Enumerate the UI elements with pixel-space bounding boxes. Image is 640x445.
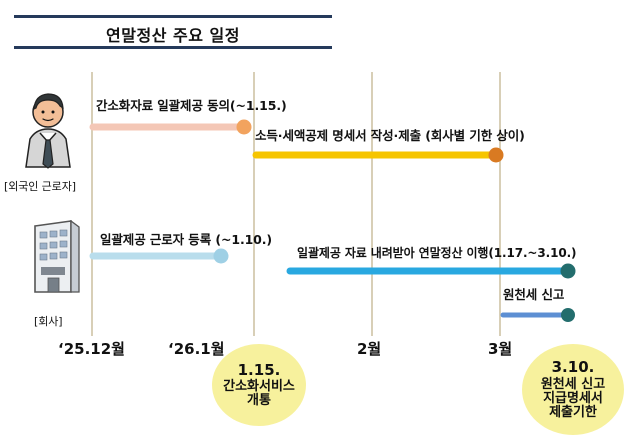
company-window bbox=[49, 241, 58, 249]
company-window bbox=[59, 251, 68, 259]
highlight-text-line: 간소화서비스 bbox=[223, 379, 295, 395]
event-label-register: 일괄제공 근로자 등록 (~1.10.) bbox=[100, 232, 273, 247]
company-window bbox=[59, 240, 68, 248]
company-dot-settlement-end bbox=[560, 263, 576, 279]
highlight-text-line: 제출기한 bbox=[549, 404, 597, 420]
company-icon-side bbox=[70, 220, 80, 293]
month-label-jan: ‘26.1월 bbox=[168, 340, 225, 358]
company-icon-sign bbox=[41, 267, 65, 275]
worker-dot-consent-end bbox=[236, 119, 252, 135]
company-window bbox=[49, 230, 58, 238]
worker-icon-tie bbox=[42, 139, 54, 169]
company-window bbox=[49, 252, 58, 260]
worker-icon-mouth bbox=[42, 118, 54, 122]
month-label-dec: ‘25.12월 bbox=[58, 340, 125, 358]
company-icon bbox=[34, 220, 80, 293]
month-label-feb: 2월 bbox=[357, 340, 382, 358]
worker-icon-hair bbox=[33, 93, 64, 111]
highlight-text-line: 개통 bbox=[247, 393, 271, 409]
company-label: [회사] bbox=[34, 315, 63, 328]
month-label-mar: 3월 bbox=[488, 340, 513, 358]
event-label-withholding: 원천세 신고 bbox=[503, 287, 565, 302]
title-top-rule bbox=[14, 15, 332, 18]
company-window bbox=[39, 253, 48, 261]
company-dot-register-end bbox=[213, 248, 229, 264]
highlight-date: 3.10. bbox=[551, 358, 595, 377]
page-title: 연말정산 주요 일정 bbox=[106, 26, 240, 45]
company-dot-withholding-end bbox=[561, 308, 575, 322]
highlight-text-line: 지급명세서 bbox=[543, 390, 603, 406]
company-icon-windows bbox=[39, 229, 68, 261]
event-label-settlement: 일괄제공 자료 내려받아 연말정산 이행(1.17.~3.10.) bbox=[297, 246, 577, 260]
highlight-bubble-content: 1.15. 간소화서비스 개통 bbox=[223, 362, 295, 408]
company-window bbox=[59, 229, 68, 237]
event-label-deduction: 소득·세액공제 명세서 작성·제출 (회사별 기한 상이) bbox=[255, 128, 525, 143]
event-label-consent: 간소화자료 일괄제공 동의(~1.15.) bbox=[96, 98, 287, 113]
worker-dot-deduction-end bbox=[488, 147, 504, 163]
worker-label: [외국인 근로자] bbox=[4, 180, 76, 193]
highlight-date: 1.15. bbox=[237, 360, 281, 379]
highlight-bubble-jan: 1.15. 간소화서비스 개통 bbox=[212, 344, 306, 426]
company-window bbox=[39, 242, 48, 250]
title-box: 연말정산 주요 일정 bbox=[14, 15, 332, 50]
worker-icon-eye-right bbox=[51, 110, 55, 114]
worker-icon bbox=[25, 93, 71, 169]
title-bottom-rule bbox=[14, 46, 332, 49]
company-icon-door bbox=[47, 277, 60, 293]
highlight-bubble-mar: 3.10. 원천세 신고 지급명세서 제출기한 bbox=[522, 344, 624, 435]
highlight-text-line: 원천세 신고 bbox=[540, 376, 606, 392]
highlight-bubble-content: 3.10. 원천세 신고 지급명세서 제출기한 bbox=[541, 359, 605, 419]
company-window bbox=[39, 231, 48, 239]
worker-icon-eye-left bbox=[41, 110, 45, 114]
